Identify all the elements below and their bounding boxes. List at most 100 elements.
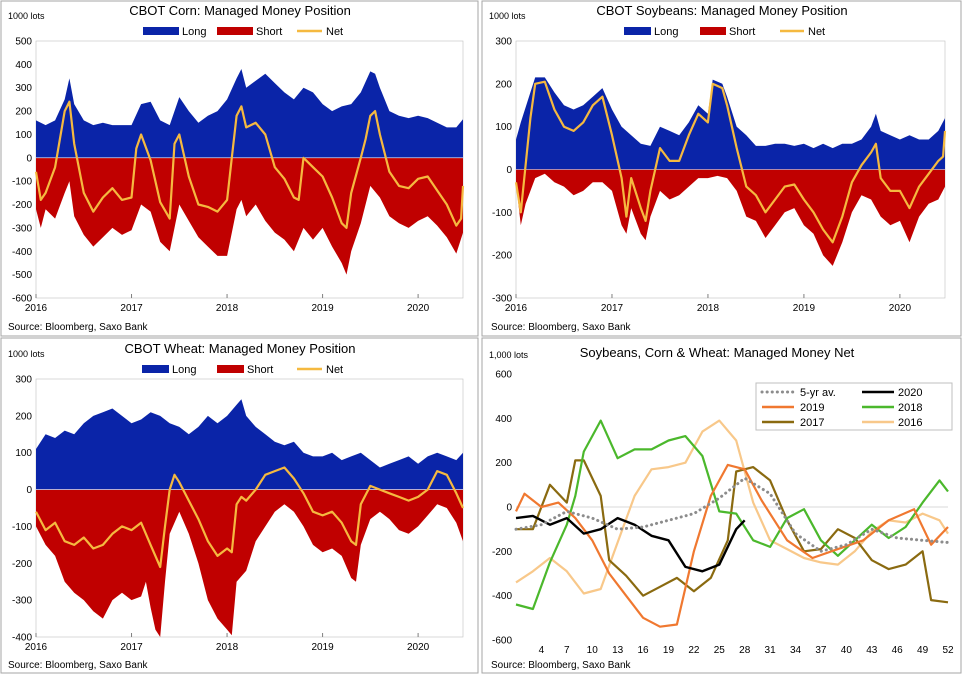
- y-tick-label: 100: [495, 122, 512, 133]
- legend: Long Short Net: [143, 26, 343, 38]
- legend-label-2018: 2018: [898, 402, 922, 414]
- x-tick-label: 2020: [889, 303, 912, 314]
- legend-label-net: Net: [808, 26, 825, 38]
- x-tick-label: 2018: [216, 642, 239, 653]
- x-tick-label: 28: [739, 645, 751, 656]
- y-tick-label: 200: [495, 458, 512, 469]
- panel-soybeans: CBOT Soybeans: Managed Money Position 10…: [481, 0, 962, 337]
- legend-label-2019: 2019: [800, 402, 824, 414]
- source-note: Source: Bloomberg, Saxo Bank: [8, 660, 149, 671]
- y-unit-label: 1000 lots: [489, 11, 526, 21]
- x-tick-label: 2019: [793, 303, 816, 314]
- y-tick-label: 200: [15, 411, 32, 422]
- x-tick-label: 13: [612, 645, 624, 656]
- legend-label-short: Short: [256, 26, 282, 38]
- y-tick-label: 500: [15, 37, 32, 48]
- x-tick-label: 34: [790, 645, 802, 656]
- x-tick-label: 37: [815, 645, 827, 656]
- panel-seasonal-net: Soybeans, Corn & Wheat: Managed Money Ne…: [481, 337, 962, 674]
- x-tick-label: 2017: [601, 303, 624, 314]
- y-tick-label: 0: [506, 165, 512, 176]
- legend-label-long: Long: [172, 364, 196, 376]
- source-note: Source: Bloomberg, Saxo Bank: [491, 660, 632, 671]
- y-tick-label: -100: [492, 208, 512, 219]
- series-net-line: [514, 80, 947, 244]
- x-tick-label: 52: [942, 645, 954, 656]
- legend-swatch-short: [217, 27, 253, 35]
- x-tick-label: 46: [892, 645, 904, 656]
- series-line-y2018: [515, 419, 949, 611]
- x-tick-label: 2018: [216, 303, 239, 314]
- y-unit-label: 1,000 lots: [489, 350, 529, 360]
- y-tick-label: -600: [492, 636, 512, 647]
- x-tick-label: 4: [539, 645, 545, 656]
- y-tick-label: 0: [26, 485, 32, 496]
- y-tick-label: -200: [492, 251, 512, 262]
- x-tick-label: 7: [564, 645, 570, 656]
- y-tick-label: -200: [12, 559, 32, 570]
- source-note: Source: Bloomberg, Saxo Bank: [491, 322, 632, 333]
- legend-swatch-short: [700, 27, 726, 35]
- legend-label-net: Net: [326, 26, 343, 38]
- series-line-y2020: [515, 514, 746, 573]
- y-tick-label: -100: [12, 177, 32, 188]
- y-tick-label: -500: [12, 270, 32, 281]
- chart-title: Soybeans, Corn & Wheat: Managed Money Ne…: [580, 345, 855, 360]
- y-tick-label: 100: [15, 448, 32, 459]
- legend: Long Short Net: [142, 364, 343, 376]
- y-tick-label: -300: [12, 596, 32, 607]
- legend-swatch-long: [624, 27, 651, 35]
- legend-label-avg: 5-yr av.: [800, 387, 836, 399]
- y-tick-label: -300: [492, 294, 512, 305]
- y-tick-label: -200: [492, 547, 512, 558]
- x-tick-label: 2017: [120, 303, 143, 314]
- y-tick-label: 200: [15, 107, 32, 118]
- y-tick-label: 0: [26, 153, 32, 164]
- series-net-line: [35, 466, 465, 569]
- legend-label-2017: 2017: [800, 417, 824, 429]
- y-tick-label: 300: [495, 37, 512, 48]
- x-tick-label: 2020: [407, 303, 430, 314]
- x-tick-label: 43: [866, 645, 878, 656]
- x-tick-label: 16: [637, 645, 649, 656]
- y-tick-label: -600: [12, 294, 32, 305]
- y-tick-label: 100: [15, 130, 32, 141]
- y-tick-label: 600: [495, 370, 512, 381]
- y-tick-label: -200: [12, 200, 32, 211]
- y-tick-label: -100: [12, 522, 32, 533]
- chart-title: CBOT Soybeans: Managed Money Position: [596, 3, 847, 18]
- series-long-area: [36, 399, 463, 490]
- y-unit-label: 1000 lots: [8, 349, 45, 359]
- x-tick-label: 2020: [407, 642, 430, 653]
- y-tick-label: 0: [506, 503, 512, 514]
- y-tick-label: 400: [15, 60, 32, 71]
- x-tick-label: 31: [765, 645, 777, 656]
- legend: 5-yr av. 2020 2019 2018 2017 2016: [755, 382, 953, 431]
- x-tick-label: 2017: [120, 642, 143, 653]
- legend-label-net: Net: [326, 364, 343, 376]
- series-line-avg: [514, 476, 950, 553]
- legend-label-2016: 2016: [898, 417, 922, 429]
- y-tick-label: 300: [15, 83, 32, 94]
- legend-swatch-short: [217, 365, 244, 373]
- y-tick-label: 400: [495, 414, 512, 425]
- legend-swatch-long: [143, 27, 179, 35]
- x-tick-label: 2016: [505, 303, 528, 314]
- y-tick-label: -400: [12, 633, 32, 644]
- x-tick-label: 40: [841, 645, 853, 656]
- chart-title: CBOT Corn: Managed Money Position: [129, 3, 351, 18]
- x-tick-label: 49: [917, 645, 929, 656]
- x-tick-label: 2018: [697, 303, 720, 314]
- legend: Long Short Net: [624, 26, 825, 38]
- x-tick-label: 10: [587, 645, 599, 656]
- series-line-y2017: [516, 459, 949, 604]
- panel-corn: CBOT Corn: Managed Money Position 1000 l…: [0, 0, 479, 337]
- y-tick-label: -400: [12, 247, 32, 258]
- chart-title: CBOT Wheat: Managed Money Position: [125, 341, 356, 356]
- legend-label-short: Short: [247, 364, 273, 376]
- y-tick-label: 200: [495, 79, 512, 90]
- y-tick-label: -300: [12, 223, 32, 234]
- x-tick-label: 2019: [311, 642, 334, 653]
- x-tick-label: 22: [688, 645, 700, 656]
